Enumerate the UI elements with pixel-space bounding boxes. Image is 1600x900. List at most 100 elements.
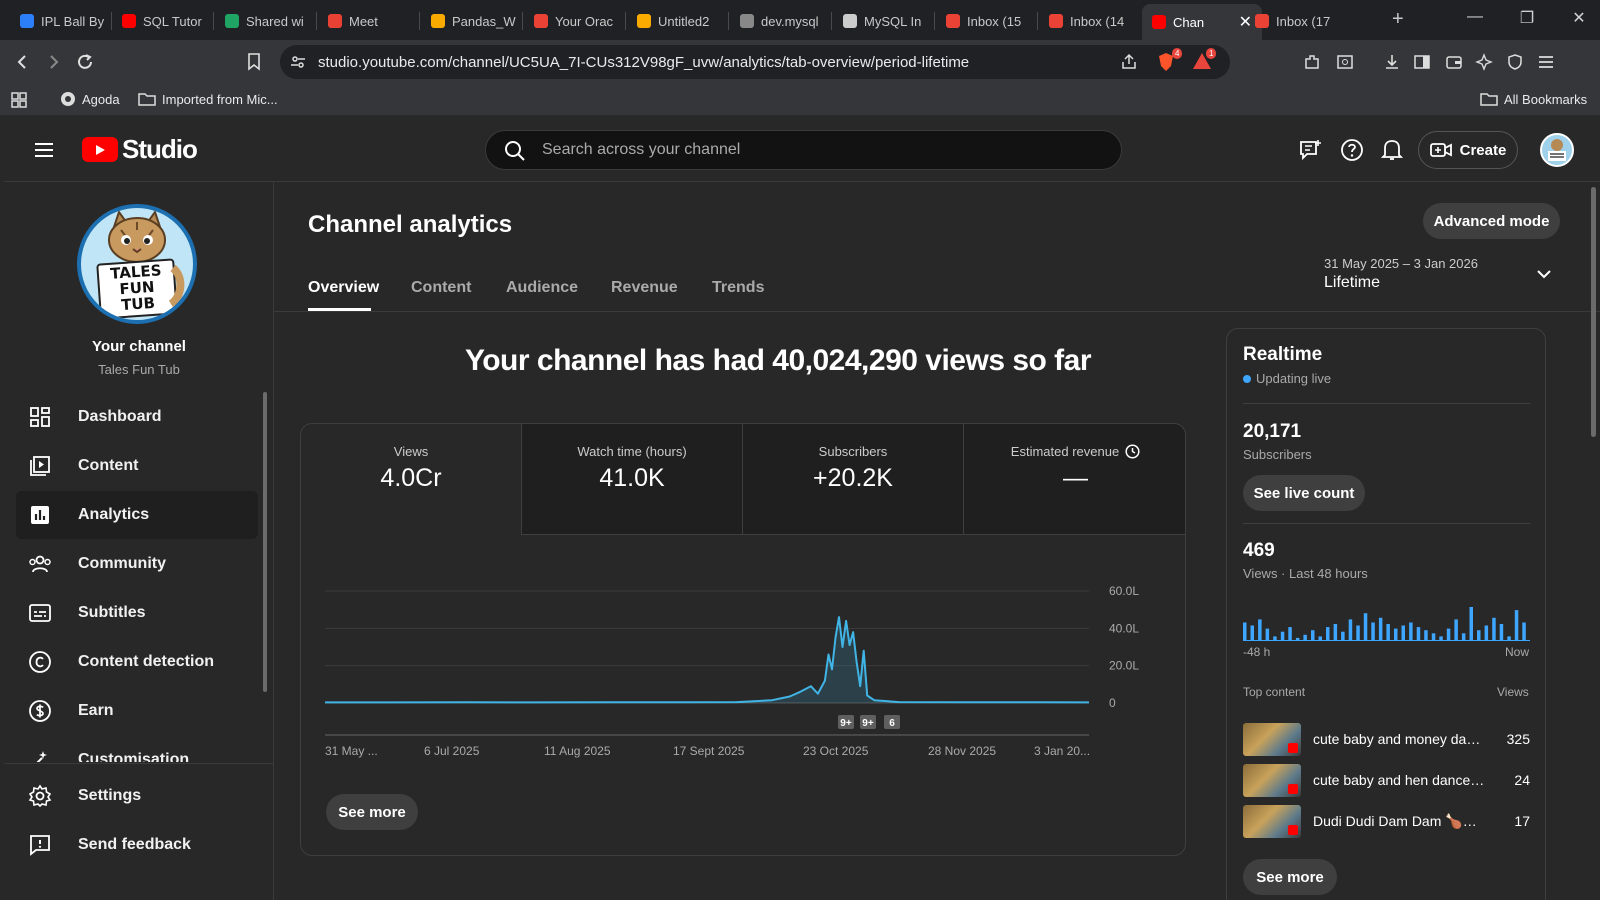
restore-button[interactable]: ❐ [1519, 10, 1535, 27]
messages-icon[interactable] [1296, 136, 1324, 164]
close-tab-icon[interactable]: ✕ [1238, 14, 1252, 31]
search-input[interactable] [542, 139, 1082, 161]
bookmark-folder-imported[interactable]: Imported from Mic... [138, 91, 278, 107]
period-date-range[interactable]: 31 May 2025 – 3 Jan 2026 [1324, 256, 1478, 271]
new-tab-button[interactable]: + [1392, 8, 1404, 30]
share-icon[interactable] [1120, 53, 1138, 71]
account-avatar[interactable] [1540, 133, 1574, 167]
metric-value: 41.0K [599, 464, 665, 492]
channel-name[interactable]: Tales Fun Tub [98, 362, 180, 377]
see-live-count-button[interactable]: See live count [1243, 475, 1365, 511]
metric-revenue-tab[interactable]: Estimated revenue — [964, 424, 1185, 535]
nav-content[interactable]: Content [16, 442, 258, 490]
metric-subscribers-tab[interactable]: Subscribers +20.2K [743, 424, 964, 535]
realtime-bar [1439, 636, 1443, 641]
close-window-button[interactable]: ✕ [1572, 10, 1586, 27]
browser-tab[interactable]: Chan ✕ [1142, 4, 1262, 40]
browser-tab[interactable]: SQL Tutor [112, 6, 212, 36]
top-content-row[interactable]: cute baby and money danc... 325 [1243, 723, 1530, 756]
brave-shields-icon[interactable] [1157, 52, 1175, 72]
tab-audience[interactable]: Audience [506, 279, 579, 296]
clock-icon[interactable] [1125, 444, 1140, 459]
nav-subtitles[interactable]: Subtitles [16, 589, 258, 637]
vpn-icon[interactable] [1503, 50, 1527, 74]
site-settings-icon[interactable] [290, 54, 306, 70]
nav-settings[interactable]: Settings [16, 772, 258, 820]
url-text[interactable]: studio.youtube.com/channel/UC5UA_7I-CUs3… [318, 54, 970, 71]
forward-icon[interactable] [42, 50, 66, 74]
realtime-views-label: Views · Last 48 hours [1243, 566, 1368, 581]
nav-content-detection[interactable]: Content detection [16, 638, 258, 686]
metric-watch-time-tab[interactable]: Watch time (hours) 41.0K [522, 424, 743, 535]
bookmark-page-icon[interactable] [242, 50, 266, 74]
advanced-mode-button[interactable]: Advanced mode [1423, 203, 1560, 239]
browser-tab[interactable]: Meet [318, 6, 418, 36]
browser-tab[interactable]: Inbox (17 [1245, 6, 1345, 36]
realtime-card: Realtime Updating live 20,171 Subscriber… [1226, 328, 1546, 900]
help-icon[interactable] [1338, 136, 1366, 164]
tab-overview[interactable]: Overview [308, 279, 380, 296]
browser-tab[interactable]: Pandas_W [421, 6, 521, 36]
realtime-bar [1394, 628, 1398, 641]
see-more-button[interactable]: See more [326, 794, 418, 830]
nav-label: Subtitles [78, 604, 146, 621]
hamburger-menu-icon[interactable] [30, 136, 58, 164]
metric-value: +20.2K [813, 464, 893, 492]
studio-logo[interactable]: Studio [82, 134, 198, 165]
chevron-down-icon[interactable] [1536, 266, 1552, 282]
metric-views-tab[interactable]: Views 4.0Cr [301, 424, 522, 535]
leo-ai-icon[interactable] [1472, 50, 1496, 74]
top-content-row[interactable]: Dudi Dudi Dam Dam 🍗😂| ... 17 [1243, 805, 1530, 838]
sidebar-scrollbar[interactable] [263, 392, 267, 692]
create-button[interactable]: Create [1418, 131, 1518, 169]
top-content-row[interactable]: cute baby and hen dance #f... 24 [1243, 764, 1530, 797]
browser-tab[interactable]: dev.mysql [730, 6, 830, 36]
brave-rewards-icon[interactable] [1192, 52, 1212, 70]
realtime-bar [1446, 628, 1451, 641]
realtime-bar-chart[interactable] [1243, 589, 1530, 641]
search-icon[interactable] [504, 140, 526, 162]
nav-customisation[interactable]: Customisation [16, 736, 258, 762]
address-bar[interactable]: studio.youtube.com/channel/UC5UA_7I-CUs3… [280, 45, 1230, 79]
nav-analytics[interactable]: Analytics [16, 491, 258, 539]
bookmark-agoda[interactable]: Agoda [60, 91, 120, 107]
reader-mode-icon[interactable] [1333, 50, 1357, 74]
nav-send-feedback[interactable]: Send feedback [16, 821, 258, 869]
channel-avatar[interactable]: TALES FUN TUB [77, 204, 197, 324]
minimize-button[interactable]: — [1467, 8, 1483, 25]
views-chart[interactable]: 0 20.0L 40.0L 60.0L 31 May ... 6 Jul 2025 11 A… [301, 535, 1186, 785]
sidebar-toggle-icon[interactable] [1410, 50, 1434, 74]
tab-trends[interactable]: Trends [712, 279, 765, 296]
reload-icon[interactable] [73, 50, 97, 74]
browser-tab[interactable]: IPL Ball By [10, 6, 110, 36]
browser-tab[interactable]: Your Orac [524, 6, 624, 36]
nav-dashboard[interactable]: Dashboard [16, 393, 258, 441]
back-icon[interactable] [10, 50, 34, 74]
realtime-status: Updating live [1243, 371, 1331, 386]
realtime-see-more-button[interactable]: See more [1243, 859, 1337, 895]
tab-revenue[interactable]: Revenue [611, 279, 678, 296]
wallet-icon[interactable] [1442, 50, 1466, 74]
browser-tab[interactable]: Inbox (14 [1039, 6, 1139, 36]
browser-tab-strip: IPL Ball By SQL Tutor Shared wi Meet Pandas_… [0, 0, 1600, 40]
tab-content[interactable]: Content [411, 279, 472, 296]
browser-tab[interactable]: Shared wi [215, 6, 315, 36]
browser-tab[interactable]: MySQL In [833, 6, 933, 36]
nav-community[interactable]: Community [16, 540, 258, 588]
channel-search-box[interactable] [485, 130, 1122, 170]
main-scrollbar[interactable] [1591, 187, 1596, 437]
nav-earn[interactable]: Earn [16, 687, 258, 735]
browser-tab[interactable]: Untitled2 [627, 6, 727, 36]
realtime-bar [1499, 624, 1504, 641]
notifications-icon[interactable] [1378, 136, 1406, 164]
video-thumbnail [1243, 805, 1301, 838]
nav-label: Dashboard [78, 408, 162, 425]
extensions-icon[interactable] [1300, 50, 1324, 74]
download-icon[interactable] [1380, 50, 1404, 74]
browser-tab[interactable]: Inbox (15 [936, 6, 1036, 36]
period-selector[interactable]: Lifetime [1324, 274, 1381, 291]
all-bookmarks[interactable]: All Bookmarks [1480, 91, 1587, 107]
menu-icon[interactable] [1534, 50, 1558, 74]
apps-icon[interactable] [10, 91, 28, 109]
page-icon [740, 14, 754, 28]
